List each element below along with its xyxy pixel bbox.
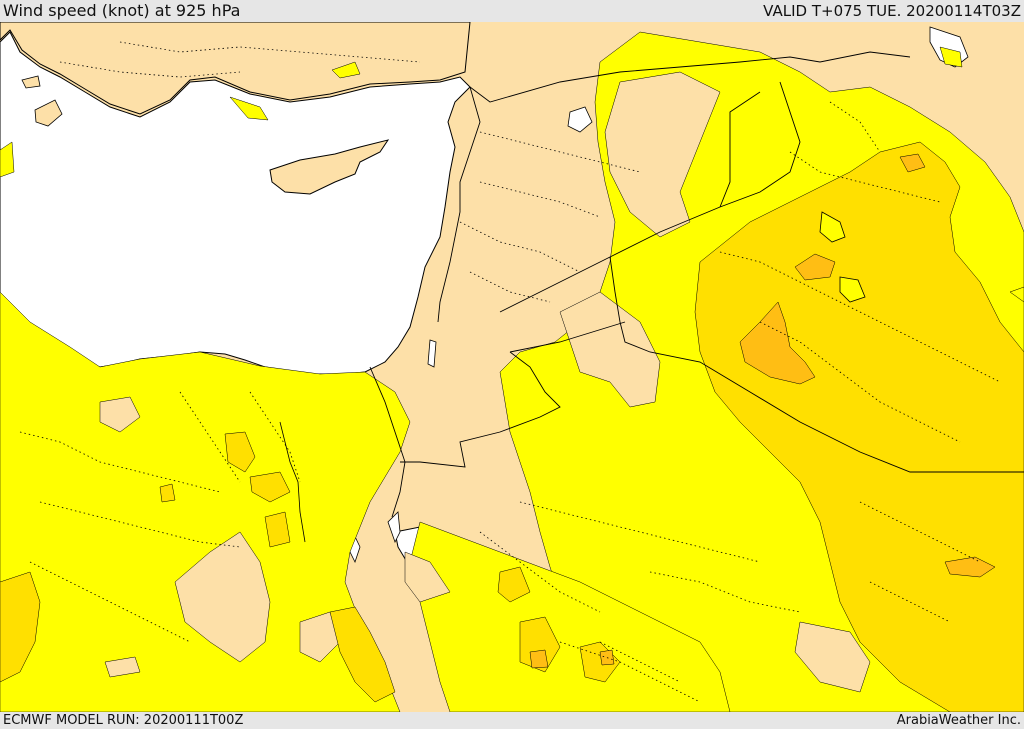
valid-time: VALID T+075 TUE. 20200114T03Z (763, 2, 1021, 20)
lake-habbaniyah (839, 276, 866, 303)
model-run: ECMWF MODEL RUN: 20200111T00Z (3, 713, 244, 728)
lake-top-left (567, 106, 593, 133)
map-title: Wind speed (knot) at 925 hPa (3, 1, 241, 20)
wind-speed-map (0, 22, 1024, 712)
aegean-island (21, 75, 41, 89)
country-borders (369, 51, 1024, 518)
anatolia-coast (0, 22, 471, 115)
band-30-40-knot (529, 153, 996, 669)
map-header: Wind speed (knot) at 925 hPa VALID T+075… (0, 0, 1024, 22)
band-0-10-knot (99, 71, 871, 693)
cyprus-island (269, 139, 390, 195)
lake-tharthar (819, 211, 846, 243)
dead-sea (427, 339, 437, 368)
gulf-of-aqaba (387, 511, 401, 544)
map-footer: ECMWF MODEL RUN: 20200111T00Z ArabiaWeat… (0, 712, 1024, 729)
credit-label: ArabiaWeather Inc. (896, 713, 1021, 728)
aegean-island (34, 99, 63, 127)
nile-river (279, 421, 306, 543)
internal-borders (19, 41, 1001, 703)
